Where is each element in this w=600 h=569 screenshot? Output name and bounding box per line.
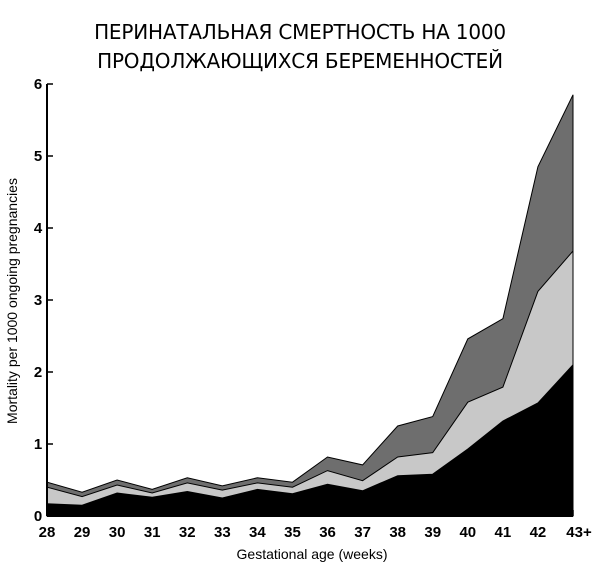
x-tick-label: 34 [249,524,266,541]
x-tick-label: 37 [354,524,371,541]
y-tick-label: 6 [34,76,42,93]
x-tick-label: 41 [495,524,512,541]
y-tick-label: 4 [34,220,43,237]
x-tick-label: 43+ [566,524,592,541]
x-tick-label: 35 [284,524,301,541]
y-tick-label: 0 [34,508,42,525]
chart-title-line-2: ПРОДОЛЖАЮЩИХСЯ БЕРЕМЕННОСТЕЙ [97,49,503,73]
x-tick-label: 42 [530,524,547,541]
x-tick-label: 30 [109,524,126,541]
x-tick-label: 38 [389,524,406,541]
y-tick-label: 3 [34,292,42,309]
x-tick-label: 33 [214,524,231,541]
area-series-3 [46,363,574,517]
area-series-2 [46,249,574,517]
x-tick-label: 39 [424,524,441,541]
y-ticks: 0 1 2 3 4 5 6 [34,76,53,525]
y-tick-label: 2 [34,364,42,381]
x-tick-label: 32 [179,524,196,541]
chart-title: ПЕРИНАТАЛЬНАЯ СМЕРТНОСТЬ НА 1000 ПРОДОЛЖ… [0,18,600,76]
y-tick-label: 1 [34,436,42,453]
area-series-1 [46,94,574,517]
y-tick-label: 5 [34,148,42,165]
x-tick-label: 28 [39,524,56,541]
x-tick-label: 31 [144,524,161,541]
y-axis-title: Mortality per 1000 ongoing pregnancies [4,178,20,424]
x-axis-title: Gestational age (weeks) [237,546,388,562]
x-tick-label: 40 [459,524,476,541]
x-tick-label: 36 [319,524,336,541]
x-tick-label: 29 [74,524,91,541]
x-ticks: 28 29 30 31 32 33 34 35 36 37 38 39 40 41 42 43+ [39,510,592,541]
chart-title-line-1: ПЕРИНАТАЛЬНАЯ СМЕРТНОСТЬ НА 1000 [94,20,506,44]
area-layers [46,94,574,517]
